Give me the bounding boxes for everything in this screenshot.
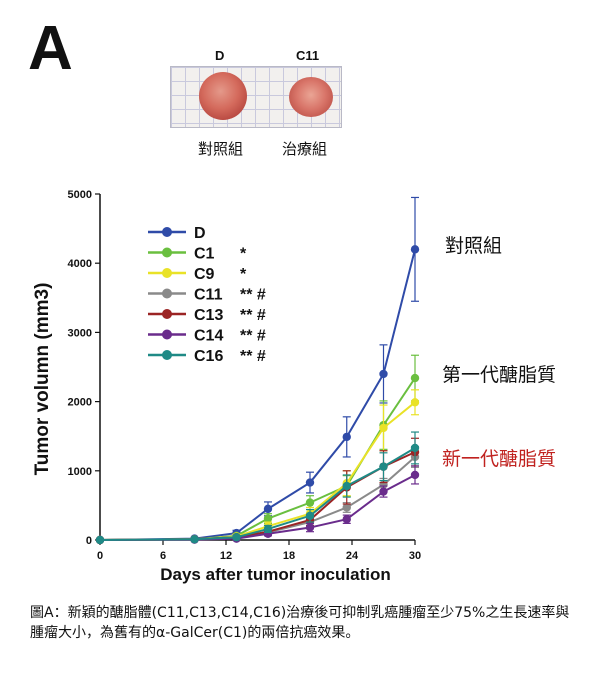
- legend-item-c9: C9 *: [148, 266, 247, 283]
- photo-caption-treated: 治療組: [282, 140, 328, 158]
- series-line: [99, 401, 416, 541]
- x-tick-label: 12: [220, 550, 232, 562]
- x-tick-label: 18: [283, 550, 295, 562]
- legend-marker: [162, 350, 172, 360]
- series-line: [99, 451, 416, 541]
- data-point: [410, 245, 420, 254]
- data-point: [379, 487, 388, 496]
- series-c16: [95, 431, 420, 545]
- data-point: [263, 524, 273, 534]
- legend-label: C9: [194, 266, 215, 283]
- legend-item-d: D: [148, 225, 206, 242]
- data-point: [263, 504, 273, 514]
- legend-item-c11: C11 ** #: [148, 287, 266, 304]
- side-label-first-gen: 第一代醣脂質: [442, 364, 556, 386]
- x-axis-label: Days after tumor inoculation: [160, 565, 390, 584]
- data-point: [342, 515, 351, 524]
- legend-marker: [162, 247, 172, 258]
- data-point: [379, 423, 388, 433]
- y-tick-label: 0: [86, 535, 92, 547]
- legend-significance: ** #: [240, 348, 266, 365]
- data-point: [342, 432, 351, 442]
- data-point: [410, 443, 420, 453]
- data-point: [305, 511, 315, 520]
- figure-caption: 圖A：新穎的醣脂體(C11,C13,C14,C16)治療後可抑制乳癌腫瘤至少75…: [30, 605, 570, 641]
- chart-legend: D C1 * C9 * C11 ** # C13 ** # C14 ** # C16 ** #: [148, 225, 266, 365]
- data-point: [410, 373, 420, 383]
- legend-item-c13: C13 ** #: [148, 307, 266, 324]
- photo-label-c11: C11: [296, 48, 320, 63]
- series-c9: [95, 389, 420, 545]
- data-point: [95, 535, 105, 545]
- panel-letter: A: [28, 14, 73, 83]
- legend-marker: [162, 329, 172, 340]
- side-label-new-gen: 新一代醣脂質: [442, 448, 556, 470]
- chart-axes: 0 1000 2000 3000 4000 5000 0 6 12 18 24 30 Days afte…: [32, 189, 421, 584]
- photo-label-d: D: [215, 48, 225, 63]
- legend-marker: [162, 227, 172, 237]
- series-c13: [95, 437, 420, 545]
- data-point: [263, 514, 273, 523]
- data-point: [232, 533, 241, 542]
- x-tick-label: 6: [160, 550, 166, 562]
- side-label-control: 對照組: [445, 235, 502, 257]
- series-line: [99, 249, 416, 541]
- series-line: [99, 456, 416, 541]
- data-point: [305, 498, 315, 507]
- data-point: [379, 369, 388, 379]
- legend-significance: *: [240, 246, 247, 263]
- x-tick-label: 24: [346, 550, 359, 562]
- treated-tumor-image: [289, 77, 333, 117]
- data-point: [410, 398, 420, 407]
- data-point: [305, 523, 315, 532]
- legend-label: C1: [194, 246, 215, 263]
- legend-significance: ** #: [240, 307, 266, 324]
- y-tick-label: 1000: [68, 466, 92, 478]
- data-point: [190, 535, 199, 544]
- tumor-photo: [170, 66, 342, 128]
- data-point: [305, 478, 315, 487]
- y-tick-label: 5000: [68, 189, 92, 201]
- legend-label: C16: [194, 348, 223, 365]
- data-point: [342, 503, 351, 512]
- x-tick-label: 30: [409, 550, 421, 562]
- legend-label: C13: [194, 307, 223, 324]
- y-tick-label: 3000: [68, 327, 92, 339]
- y-tick-label: 2000: [68, 397, 92, 409]
- legend-significance: *: [240, 266, 247, 283]
- legend-label: C14: [194, 328, 223, 345]
- legend-significance: ** #: [240, 328, 266, 345]
- chart-series: [95, 196, 420, 545]
- legend-marker: [162, 309, 172, 319]
- legend-label: C11: [194, 287, 223, 304]
- legend-item-c14: C14 ** #: [148, 328, 266, 345]
- data-point: [342, 481, 351, 491]
- data-point: [410, 470, 420, 480]
- tumor-volume-chart: 0 1000 2000 3000 4000 5000 0 6 12 18 24 30 Days afte…: [32, 189, 556, 584]
- x-tick-label: 0: [97, 550, 103, 562]
- legend-item-c1: C1 *: [148, 246, 247, 263]
- data-point: [379, 462, 388, 471]
- y-axis-label: Tumor volumn (mm3): [32, 283, 53, 476]
- legend-significance: ** #: [240, 287, 266, 304]
- legend-item-c16: C16 ** #: [148, 348, 266, 365]
- legend-marker: [162, 288, 172, 299]
- legend-label: D: [194, 225, 206, 242]
- control-tumor-image: [199, 72, 247, 120]
- y-tick-label: 4000: [68, 258, 92, 270]
- photo-caption-control: 對照組: [198, 140, 244, 158]
- legend-marker: [162, 268, 172, 278]
- series-line: [99, 447, 416, 541]
